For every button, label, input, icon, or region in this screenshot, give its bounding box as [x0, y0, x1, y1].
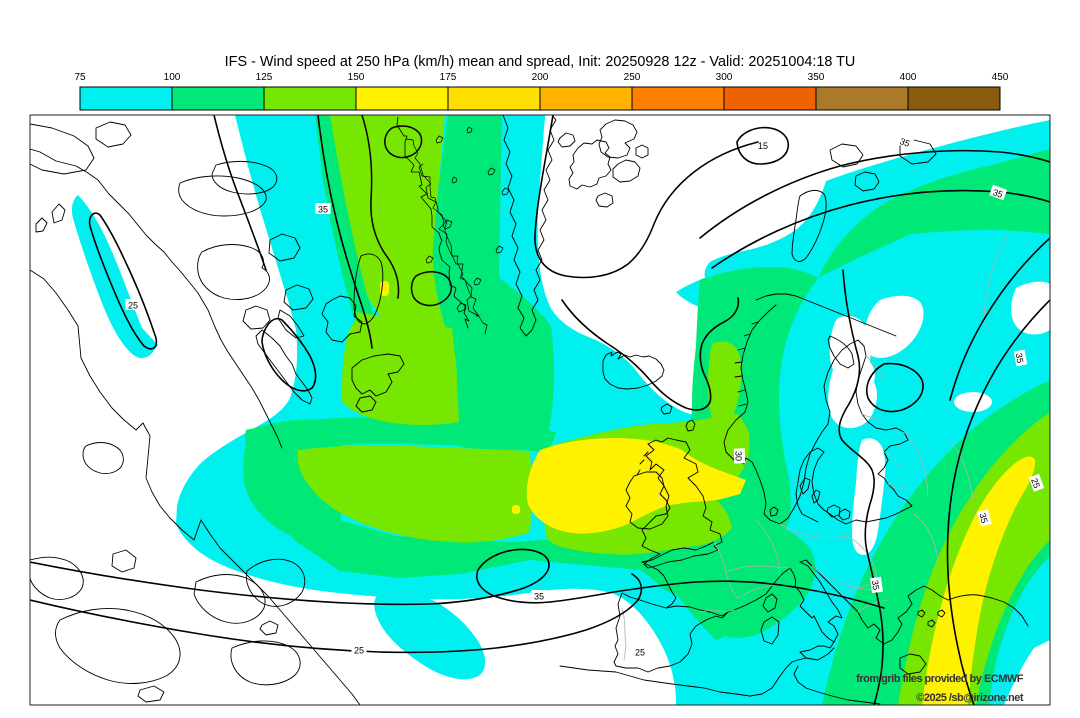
svg-text:125: 125	[256, 72, 273, 83]
svg-text:25: 25	[128, 301, 138, 311]
svg-text:25: 25	[1029, 477, 1042, 490]
svg-text:25: 25	[354, 646, 364, 656]
svg-text:150: 150	[348, 72, 365, 83]
svg-text:35: 35	[870, 579, 881, 590]
svg-text:450: 450	[992, 72, 1009, 83]
svg-text:35: 35	[1014, 352, 1026, 364]
svg-text:250: 250	[624, 72, 641, 83]
svg-text:400: 400	[900, 72, 917, 83]
svg-text:300: 300	[716, 72, 733, 83]
svg-text:35: 35	[991, 187, 1004, 200]
svg-text:from grib files provided by EC: from grib files provided by ECMWF	[856, 673, 1024, 685]
svg-text:IFS - Wind speed at 250 hPa (k: IFS - Wind speed at 250 hPa (km/h) mean …	[225, 54, 856, 70]
svg-text:35: 35	[977, 512, 989, 524]
svg-text:35: 35	[318, 205, 328, 215]
svg-text:200: 200	[532, 72, 549, 83]
svg-text:15: 15	[758, 141, 768, 151]
svg-text:100: 100	[164, 72, 181, 83]
svg-text:75: 75	[74, 72, 86, 83]
svg-text:30: 30	[733, 451, 743, 461]
svg-text:25: 25	[635, 648, 645, 658]
svg-text:350: 350	[808, 72, 825, 83]
svg-text:35: 35	[534, 592, 544, 602]
svg-text:35: 35	[898, 136, 911, 149]
svg-text:©2025 /sb@irizone.net: ©2025 /sb@irizone.net	[916, 692, 1024, 704]
svg-text:175: 175	[440, 72, 457, 83]
